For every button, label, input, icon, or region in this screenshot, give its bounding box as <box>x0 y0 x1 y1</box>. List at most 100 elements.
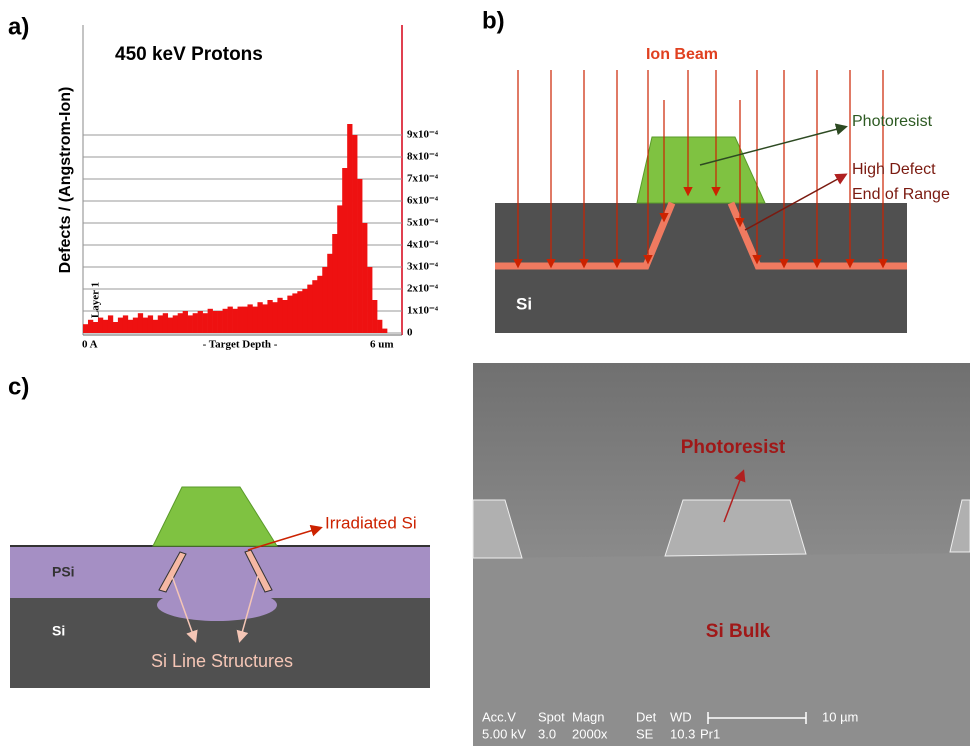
label: End of Range <box>852 186 950 203</box>
bar <box>123 315 128 333</box>
bar <box>327 254 332 333</box>
bar <box>262 304 267 333</box>
bar <box>113 322 118 333</box>
label: Si Bulk <box>706 621 771 642</box>
sem-image: Photoresist Si Bulk Acc.V Spot Magn Det … <box>473 363 970 746</box>
sem-info: Acc.V <box>482 709 516 724</box>
panel-label: c) <box>8 373 29 400</box>
bar <box>218 311 223 333</box>
sem-info: 5.00 kV <box>482 726 526 741</box>
bar <box>282 300 287 333</box>
annotation: Layer 1 <box>90 282 102 318</box>
y-tick-label: 0 <box>407 327 413 339</box>
bar <box>143 318 148 333</box>
y-tick-label: 3x10⁻⁴ <box>407 261 439 273</box>
bar <box>332 234 337 333</box>
bar <box>188 315 193 333</box>
y-tick-label: 6x10⁻⁴ <box>407 195 439 207</box>
bar <box>287 296 292 333</box>
bar <box>128 320 133 333</box>
label: Si <box>516 294 532 313</box>
bar <box>382 329 387 333</box>
label: Si Line Structures <box>151 651 293 671</box>
feature <box>665 500 806 556</box>
bar <box>252 307 257 333</box>
bar <box>173 315 178 333</box>
bar <box>158 315 163 333</box>
label: PSi <box>52 564 75 580</box>
bar <box>88 320 93 333</box>
x-tick-label: 6 um <box>370 339 394 351</box>
chart-title: 450 keV Protons <box>115 44 263 65</box>
panel-label: a) <box>8 13 29 40</box>
bar <box>317 276 322 333</box>
bar <box>257 302 262 333</box>
bar <box>362 223 367 333</box>
bar <box>277 298 282 333</box>
x-axis-label: - Target Depth - <box>203 339 278 351</box>
y-tick-label: 1x10⁻⁴ <box>407 305 439 317</box>
sem-info: 10.3 <box>670 726 695 741</box>
bar <box>297 291 302 333</box>
y-tick-label: 4x10⁻⁴ <box>407 239 439 251</box>
panel-label: b) <box>482 7 505 34</box>
bar <box>367 267 372 333</box>
bar <box>228 307 233 333</box>
bar <box>148 315 153 333</box>
bar <box>272 302 277 333</box>
bar <box>193 313 198 333</box>
bar <box>168 318 173 333</box>
sem-info: 2000x <box>572 726 608 741</box>
bar <box>103 320 108 333</box>
sem-info: 3.0 <box>538 726 556 741</box>
sem-info: WD <box>670 709 692 724</box>
bar <box>337 205 342 333</box>
bar <box>312 280 317 333</box>
bar <box>307 285 312 333</box>
label: Photoresist <box>681 437 786 458</box>
bar <box>138 313 143 333</box>
y-tick-label: 5x10⁻⁴ <box>407 217 439 229</box>
y-tick-label: 9x10⁻⁴ <box>407 129 439 141</box>
photoresist <box>637 137 765 203</box>
bar <box>322 267 327 333</box>
bar <box>238 307 243 333</box>
y-axis-label: Defects / (Angstrom-Ion) <box>57 87 74 274</box>
sem-info: Spot <box>538 709 565 724</box>
y-tick-label: 8x10⁻⁴ <box>407 151 439 163</box>
bar <box>247 304 252 333</box>
bar <box>347 124 352 333</box>
bar <box>178 313 183 333</box>
chart: 450 keV Protons Defects / (Angstrom-Ion)… <box>57 25 439 351</box>
x-tick-label: 0 A <box>82 339 98 351</box>
photoresist <box>153 487 277 546</box>
figure: a) b) c) d) 450 keV Protons Defects / (A… <box>0 0 970 746</box>
bar <box>357 179 362 333</box>
sem-info: Magn <box>572 709 605 724</box>
bar <box>93 322 98 333</box>
sem-info: Pr1 <box>700 726 720 741</box>
sem-info: SE <box>636 726 654 741</box>
label: Ion Beam <box>646 46 718 63</box>
bar <box>183 311 188 333</box>
scale-label: 10 µm <box>822 709 858 724</box>
bar <box>372 300 377 333</box>
diagram-b: Ion Beam Photoresist High Defect End of … <box>495 46 950 333</box>
label: Si <box>52 623 65 639</box>
bar <box>213 311 218 333</box>
bar <box>243 307 248 333</box>
bar <box>377 320 382 333</box>
label: High Defect <box>852 161 936 178</box>
label: Irradiated Si <box>325 513 417 532</box>
bar <box>198 311 203 333</box>
bar <box>223 309 228 333</box>
bar <box>208 309 213 333</box>
y-tick-label: 7x10⁻⁴ <box>407 173 439 185</box>
bar <box>108 315 113 333</box>
bar <box>342 168 347 333</box>
bar <box>267 300 272 333</box>
bar <box>203 313 208 333</box>
bar <box>98 318 103 333</box>
bar <box>133 318 138 333</box>
bar <box>233 309 238 333</box>
